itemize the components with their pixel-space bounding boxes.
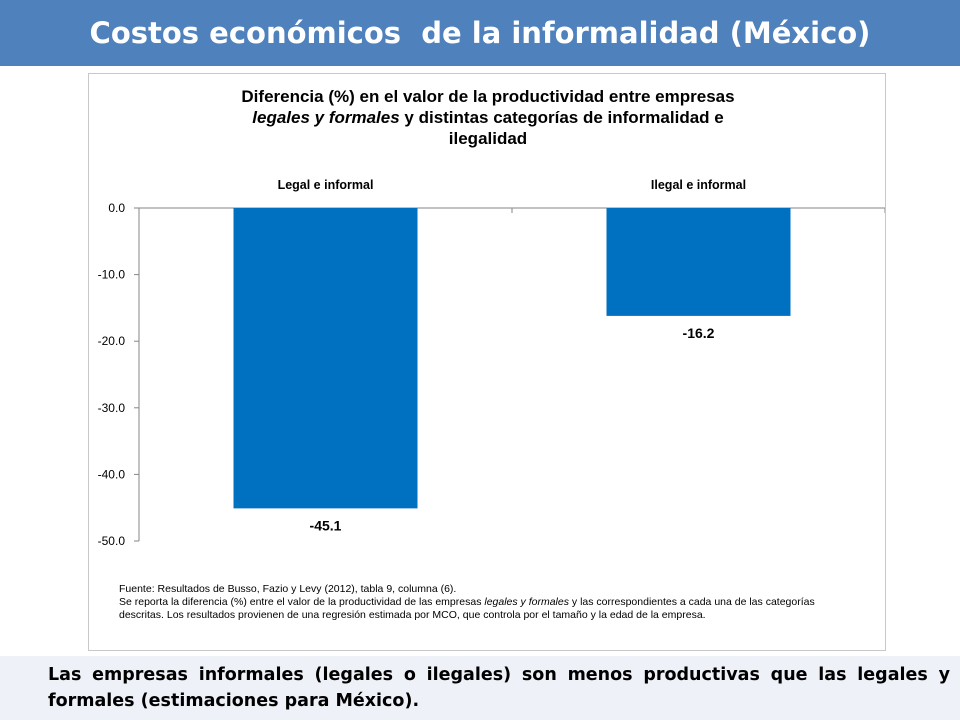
y-tick-label: 0.0 [108,201,125,215]
chart-title-line2-rest: y distintas categorías de informalidad e [399,108,724,127]
slide-header: Costos económicos de la informalidad (Mé… [0,0,960,66]
bar [606,208,791,316]
chart-title: Diferencia (%) en el valor de la product… [89,86,887,149]
data-label: -16.2 [683,325,715,341]
source-desc-post: y las correspondientes a cada una de las… [119,596,815,621]
bar-chart: 0.0 -10.0 -20.0 -30.0 -40.0 -50.0 Legal e info… [98,178,885,548]
y-tick-label: -50.0 [98,534,126,548]
category-label: Ilegal e informal [651,178,746,192]
y-tick-label: -30.0 [98,401,126,415]
chart-frame: Diferencia (%) en el valor de la product… [88,73,886,651]
y-tick-label: -20.0 [98,334,126,348]
y-tick-label: -40.0 [98,467,126,481]
footer-text: Las empresas informales (legales o ilega… [48,665,950,711]
chart-title-line3: ilegalidad [448,129,528,148]
y-tick-label: -10.0 [98,268,126,282]
source-desc-pre: Se reporta la diferencia (%) entre el va… [119,596,485,608]
source-line: Fuente: Resultados de Busso, Fazio y Lev… [119,583,457,595]
source-note: Fuente: Resultados de Busso, Fazio y Lev… [119,583,859,622]
slide-title: Costos económicos de la informalidad (Mé… [89,16,871,50]
chart-title-italic: legales y formales [252,108,400,127]
bar [233,208,418,509]
chart-title-line1: Diferencia (%) en el valor de la product… [241,87,735,106]
category-label: Legal e informal [278,178,374,192]
data-label: -45.1 [310,517,342,533]
source-description: Se reporta la diferencia (%) entre el va… [119,596,859,622]
chart-title-line2: legales y formales y distintas categoría… [89,107,887,128]
source-desc-italic: legales y formales [484,596,569,608]
footer-band [0,656,960,720]
